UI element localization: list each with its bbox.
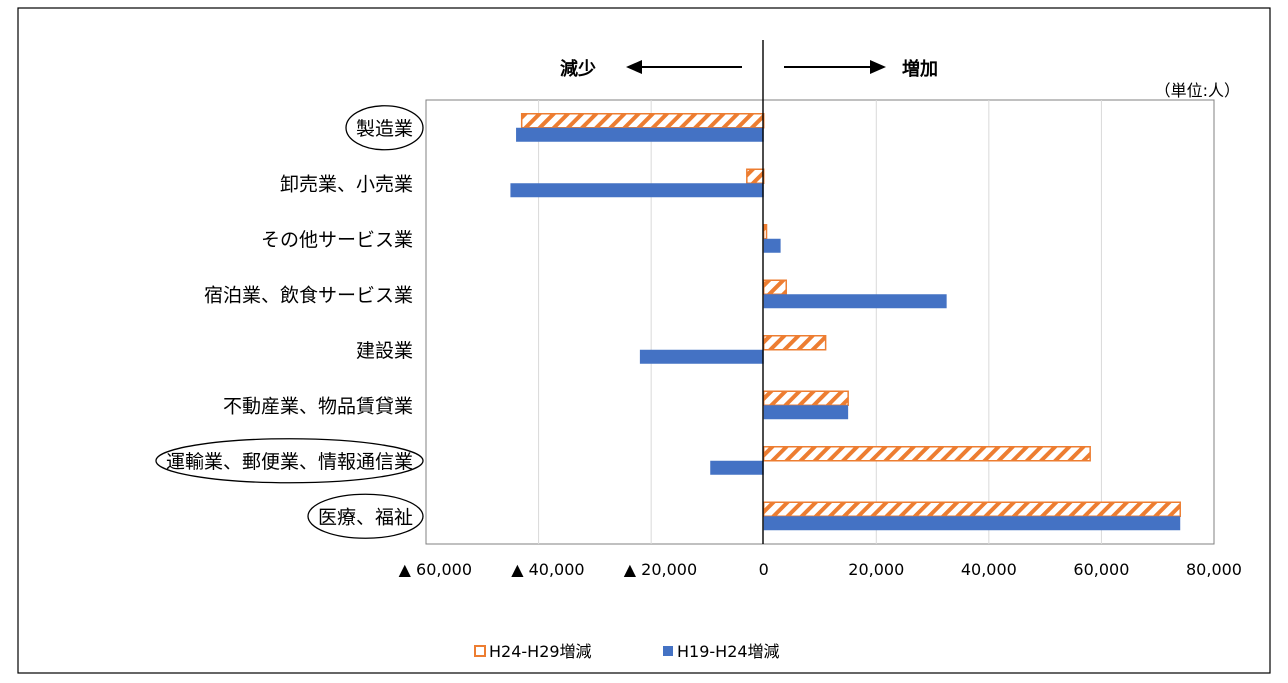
bar-h19-h24 <box>763 294 947 309</box>
grid-lines <box>538 100 1102 544</box>
legend-swatch-h24-h29 <box>474 645 486 657</box>
bar-h19-h24 <box>710 460 764 475</box>
bar-h24-h29 <box>762 501 1181 517</box>
direction-indicator: 減少 増加 <box>560 58 938 80</box>
category-highlight-ellipse <box>345 105 424 151</box>
decrease-label: 減少 <box>560 58 596 80</box>
bar-h24-h29 <box>762 446 1091 462</box>
bar-h19-h24 <box>516 127 764 142</box>
category-label: 宿泊業、飲食サービス業 <box>204 284 413 306</box>
bar-h19-h24 <box>763 238 781 253</box>
bar-h19-h24 <box>510 183 764 198</box>
bars <box>510 113 1181 531</box>
x-tick-label: 60,000 <box>1073 560 1129 579</box>
legend-swatch-h19-h24 <box>663 646 673 656</box>
x-tick-label: ▲ 40,000 <box>511 560 584 579</box>
plot-area <box>425 99 1215 545</box>
bar-h19-h24 <box>763 405 849 420</box>
category-label: 運輸業、郵便業、情報通信業 <box>166 451 413 473</box>
bar-h24-h29 <box>746 168 765 184</box>
x-tick-labels: ▲ 60,000 ▲ 40,000 ▲ 20,000 0 20,000 40,000 60,… <box>399 560 1242 579</box>
x-tick-label: 40,000 <box>961 560 1017 579</box>
x-tick-label: ▲ 20,000 <box>624 560 697 579</box>
category-label: 不動産業、物品賃貸業 <box>223 395 413 417</box>
x-tick-label: 0 <box>759 560 769 579</box>
legend: H24-H29増減 H19-H24増減 <box>474 642 780 661</box>
bar-h19-h24 <box>639 349 764 364</box>
x-tick-label: 80,000 <box>1186 560 1242 579</box>
legend-label-h19-h24: H19-H24増減 <box>677 642 780 661</box>
category-highlight-ellipse <box>155 438 424 484</box>
bar-h19-h24 <box>763 516 1181 531</box>
x-tick-label: ▲ 60,000 <box>399 560 472 579</box>
decrease-arrow-head <box>626 60 642 74</box>
chart-border <box>17 7 1271 674</box>
category-highlight-ellipse <box>307 493 424 539</box>
category-label: 卸売業、小売業 <box>280 173 413 195</box>
increase-arrow-head <box>870 60 886 74</box>
category-label: 建設業 <box>356 340 413 362</box>
bar-h24-h29 <box>762 390 849 406</box>
category-label: 製造業 <box>356 118 413 140</box>
legend-label-h24-h29: H24-H29増減 <box>489 642 592 661</box>
bar-h24-h29 <box>762 335 827 351</box>
bar-h24-h29 <box>762 279 787 295</box>
x-tick-label: 20,000 <box>848 560 904 579</box>
unit-label: （単位:人） <box>1155 81 1240 100</box>
bar-h24-h29 <box>762 224 768 240</box>
bar-h24-h29 <box>520 113 765 129</box>
increase-label: 増加 <box>902 58 938 80</box>
category-label: 医療、福祉 <box>318 506 413 528</box>
category-labels: 製造業卸売業、小売業その他サービス業宿泊業、飲食サービス業建設業不動産業、物品賃… <box>155 105 424 539</box>
category-label: その他サービス業 <box>261 229 413 251</box>
